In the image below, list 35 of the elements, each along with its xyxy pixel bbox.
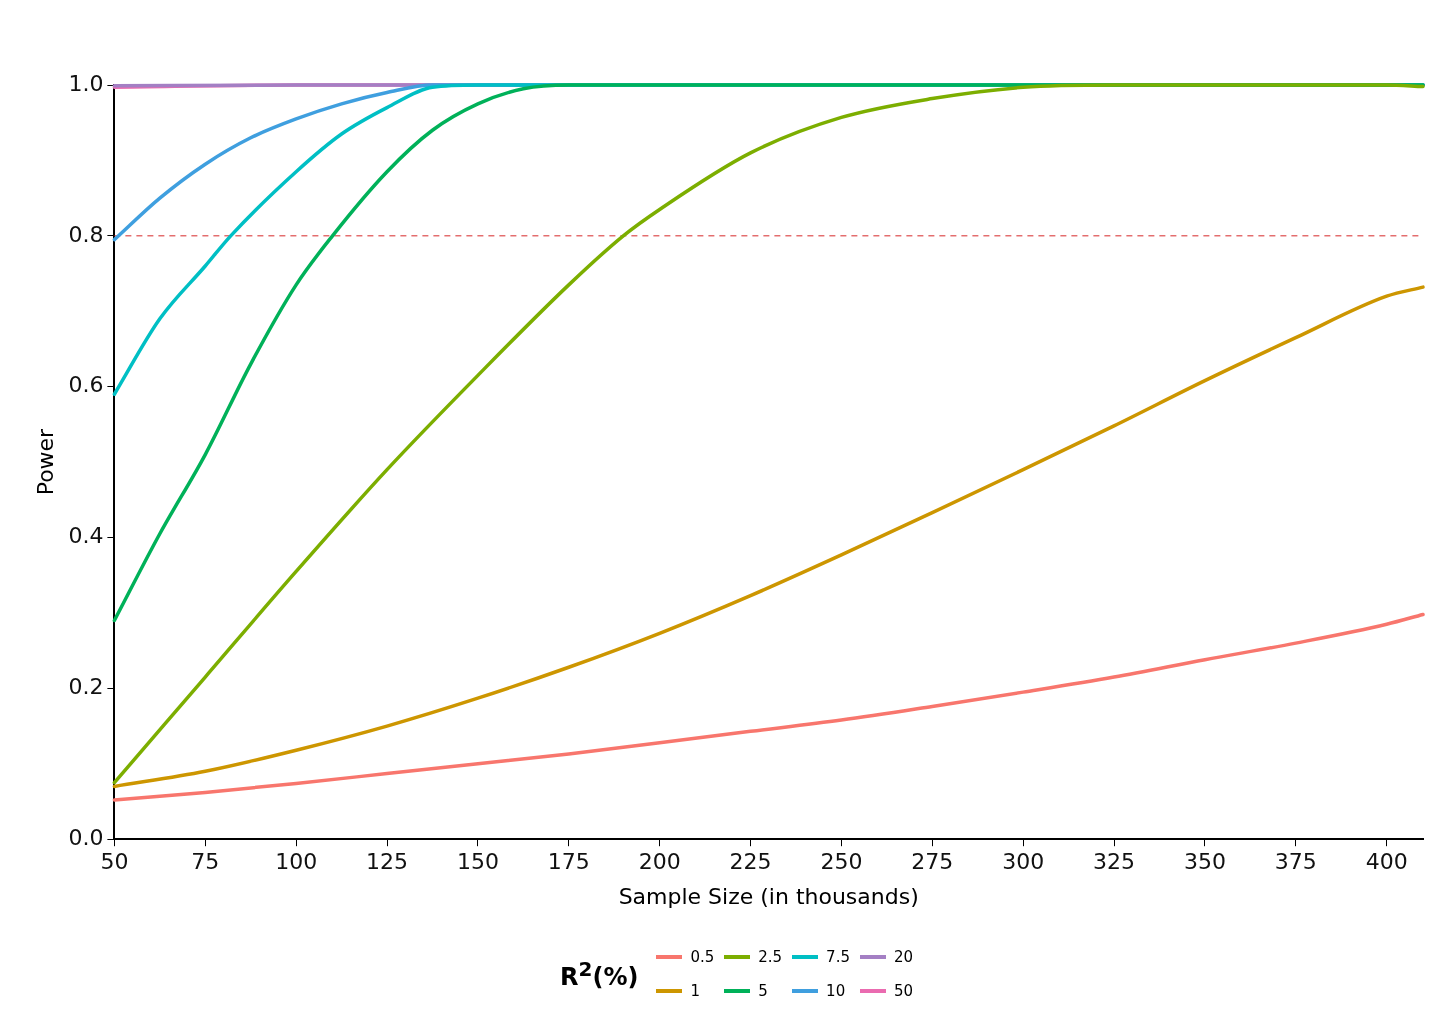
x-tick-label: 350 — [1183, 849, 1226, 875]
legend-label: 20 — [893, 948, 914, 966]
y-tick-label: 0.6 — [68, 372, 104, 398]
y-tick-label: 0.4 — [68, 523, 104, 549]
x-tick-label: 50 — [100, 849, 129, 875]
x-tick-label: 125 — [366, 849, 409, 875]
y-tick-label: 0.2 — [68, 674, 104, 700]
x-tick-label: 150 — [456, 849, 499, 875]
y-tick-label: 0.8 — [68, 221, 104, 247]
line-series — [112, 612, 1425, 802]
x-tick-label: 100 — [275, 849, 318, 875]
line-series — [112, 83, 1425, 785]
x-tick-label: 250 — [820, 849, 863, 875]
x-tick-label: 175 — [547, 849, 590, 875]
x-axis-title: Sample Size (in thousands) — [618, 883, 919, 909]
y-axis-title: Power — [32, 427, 58, 496]
legend-label: 10 — [826, 982, 846, 1000]
legend-label: 5 — [758, 982, 768, 1000]
legend-title: R$^{2}$(%) — [560, 957, 639, 991]
line-series — [112, 285, 1425, 789]
y-tick-label: 1.0 — [68, 70, 104, 96]
y-tick-label: 0.0 — [68, 824, 104, 850]
x-tick-label: 225 — [729, 849, 772, 875]
legend-label: 50 — [893, 982, 914, 1000]
legend-label: 1 — [690, 982, 700, 1000]
legend-label: 0.5 — [690, 948, 715, 966]
x-tick-label: 400 — [1365, 849, 1408, 875]
legend-label: 2.5 — [758, 948, 783, 966]
x-tick-label: 300 — [1002, 849, 1045, 875]
x-tick-label: 200 — [638, 849, 681, 875]
x-tick-label: 75 — [191, 849, 220, 875]
x-tick-label: 275 — [911, 849, 954, 875]
legend-label: 7.5 — [826, 948, 850, 966]
x-tick-label: 375 — [1274, 849, 1317, 875]
x-tick-label: 325 — [1093, 849, 1136, 875]
